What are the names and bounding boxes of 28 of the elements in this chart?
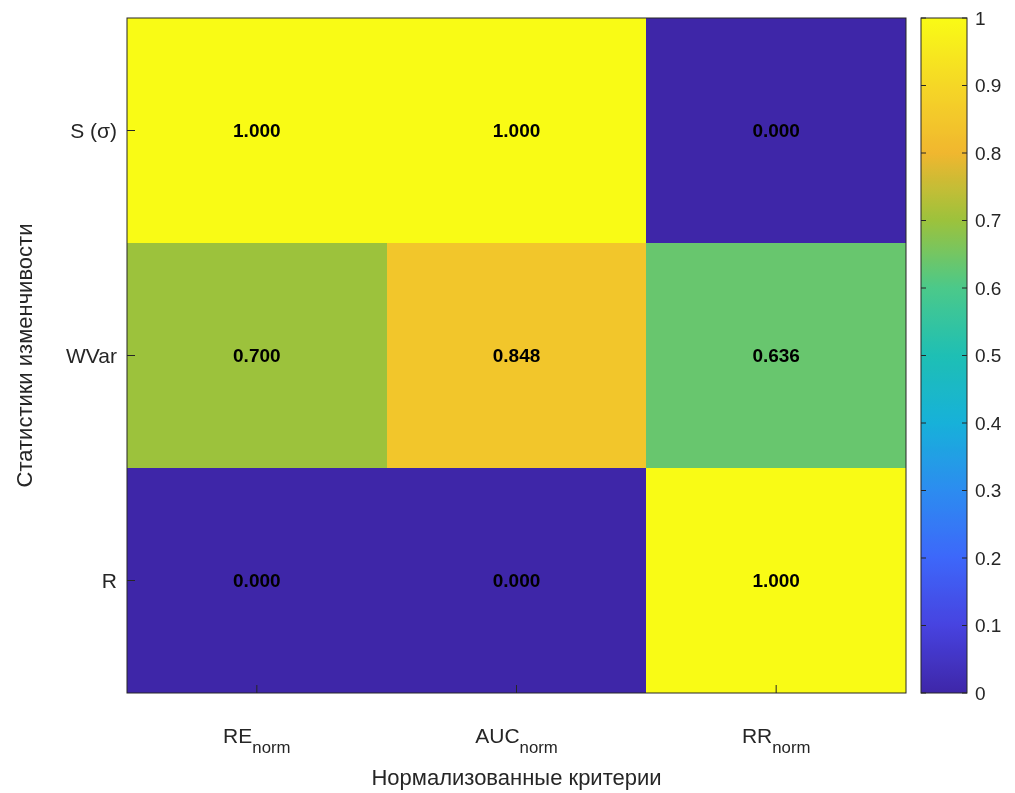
color-bar-label: 0.7 <box>975 210 1002 232</box>
y-tick-label: WVar <box>66 343 117 367</box>
color-bar-label: 0.2 <box>975 547 1002 569</box>
color-bar-label: 0.8 <box>975 142 1002 164</box>
color-bar-label: 0.5 <box>975 345 1002 367</box>
data-label: 1.000 <box>233 120 281 142</box>
y-tick-label: S (σ) <box>70 118 117 142</box>
x-tick-label: AUC$_{norm}$ <box>475 724 558 757</box>
color-bar-label: 0.3 <box>975 480 1002 502</box>
data-label: 1.000 <box>492 120 541 142</box>
y-axis-title: Статистики изменчивости <box>12 223 37 488</box>
data-label: 0.700 <box>233 345 281 367</box>
data-label: 0.000 <box>492 570 541 592</box>
color-bar-label: 0.4 <box>975 412 1002 434</box>
color-bar-label: 0.6 <box>975 277 1002 299</box>
data-label: 0.000 <box>233 570 281 592</box>
y-tick-label: R <box>101 568 117 592</box>
data-label: 0.636 <box>752 345 800 367</box>
data-label: 0.000 <box>752 120 800 142</box>
data-label: 0.848 <box>492 345 541 367</box>
x-tick-label: RR$_{norm}$ <box>741 724 811 757</box>
color-bar-label: 0 <box>975 682 986 704</box>
data-label: 1.000 <box>752 570 800 592</box>
x-axis-title: Нормализованные критерии <box>371 765 662 790</box>
x-tick-label: RE$_{norm}$ <box>223 724 291 757</box>
color-bar-label: 1 <box>975 7 986 29</box>
color-bar-label: 0.1 <box>975 615 1002 637</box>
color-bar-label: 0.9 <box>975 75 1002 97</box>
